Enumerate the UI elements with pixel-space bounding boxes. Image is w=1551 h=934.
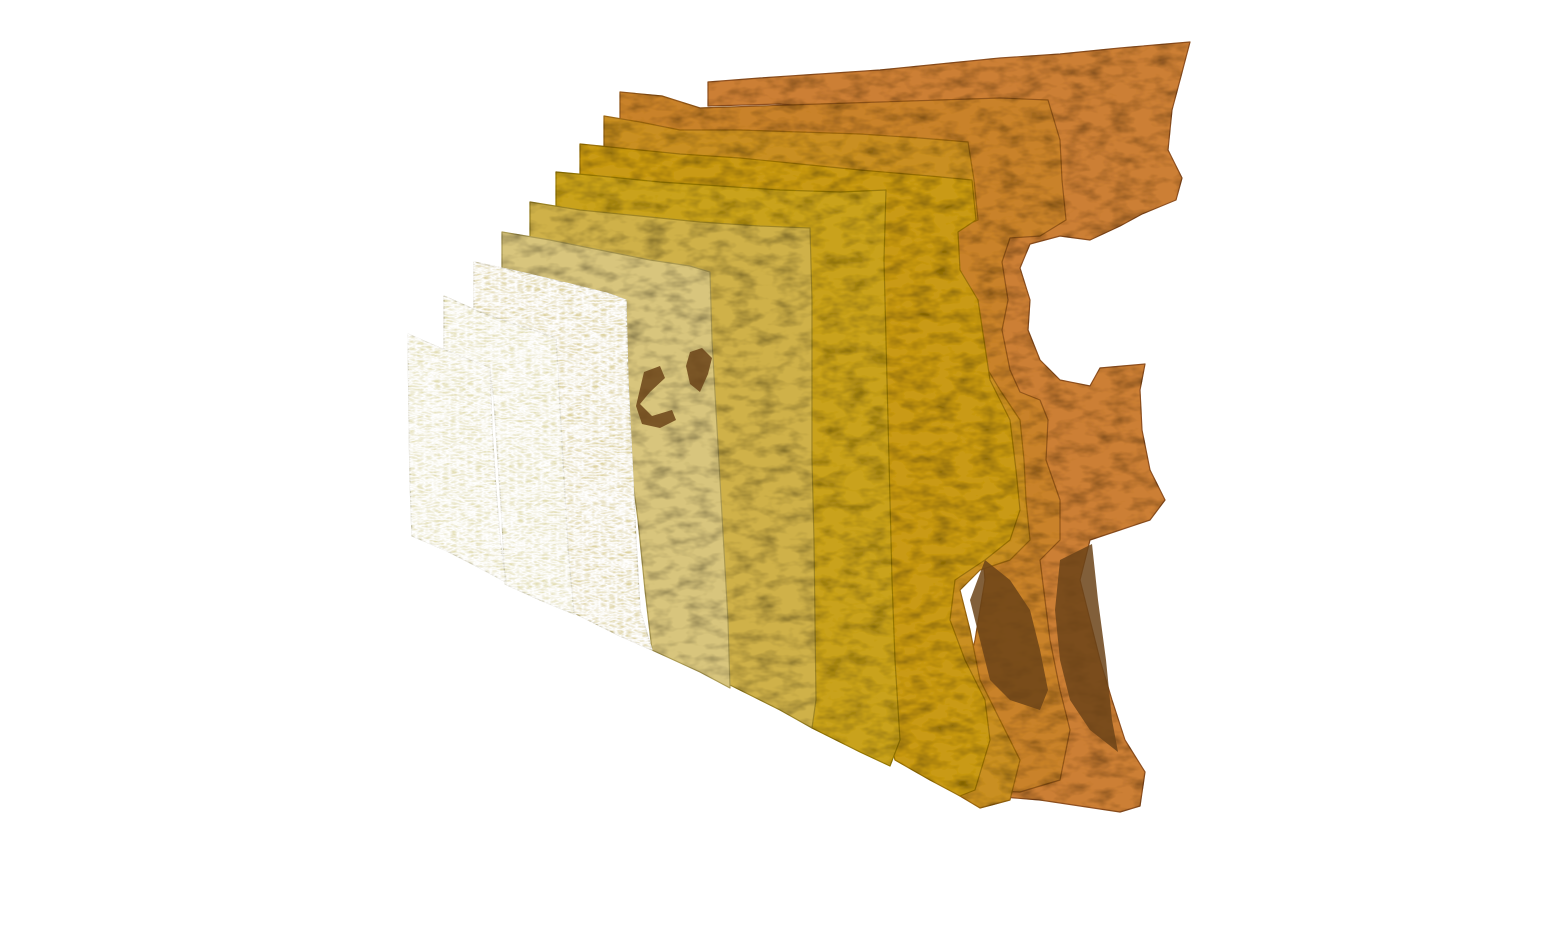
layer-0-surface [407, 333, 507, 583]
layer-7-hole-lower [970, 560, 1048, 710]
layer-3-hole-upper [636, 366, 676, 428]
layer-9-hole-lower [1055, 544, 1118, 752]
layer-3-hole-right [686, 348, 712, 392]
